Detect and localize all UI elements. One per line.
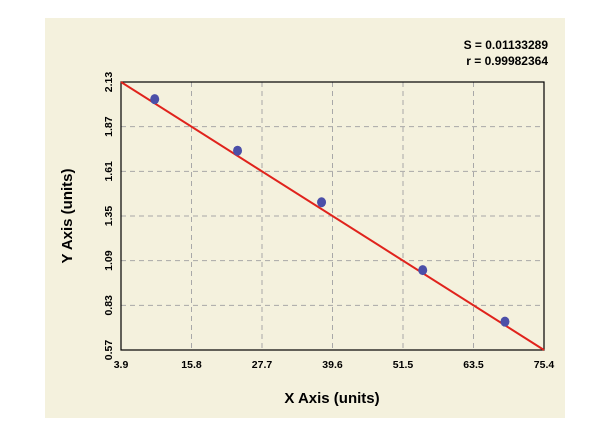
- fit-line-layer: [120, 81, 545, 351]
- data-points: [150, 94, 510, 327]
- y-tick-label: 0.57: [103, 340, 115, 361]
- plot-area: [120, 81, 545, 351]
- x-tick-label: 39.6: [322, 359, 343, 371]
- data-point: [317, 197, 327, 208]
- data-point: [150, 94, 160, 105]
- data-point: [500, 316, 510, 327]
- y-tick-label: 2.13: [103, 72, 115, 93]
- s-statistic: S = 0.01133289: [463, 38, 548, 52]
- x-tick-label: 15.8: [181, 359, 202, 371]
- x-tick-label: 75.4: [534, 359, 555, 371]
- x-tick-label: 51.5: [393, 359, 414, 371]
- tick-labels: 3.9 15.8 27.7 39.6 51.5 63.5 75.4 0.57 0.83 1.09 1…: [103, 72, 554, 371]
- x-tick-label: 27.7: [252, 359, 273, 371]
- x-tick-label: 63.5: [463, 359, 484, 371]
- data-point: [418, 265, 428, 276]
- y-axis-title: Y Axis (units): [59, 168, 76, 263]
- x-axis-title: X Axis (units): [284, 390, 379, 407]
- y-tick-label: 1.35: [103, 206, 115, 227]
- y-tick-label: 1.09: [103, 250, 115, 271]
- x-tick-label: 3.9: [114, 359, 129, 371]
- regression-line: [120, 81, 545, 351]
- y-tick-label: 1.61: [103, 161, 115, 182]
- data-point: [233, 145, 243, 156]
- chart-panel: [45, 18, 565, 418]
- y-tick-label: 1.87: [103, 116, 115, 137]
- r-statistic: r = 0.99982364: [466, 54, 548, 68]
- y-tick-label: 0.83: [103, 295, 115, 316]
